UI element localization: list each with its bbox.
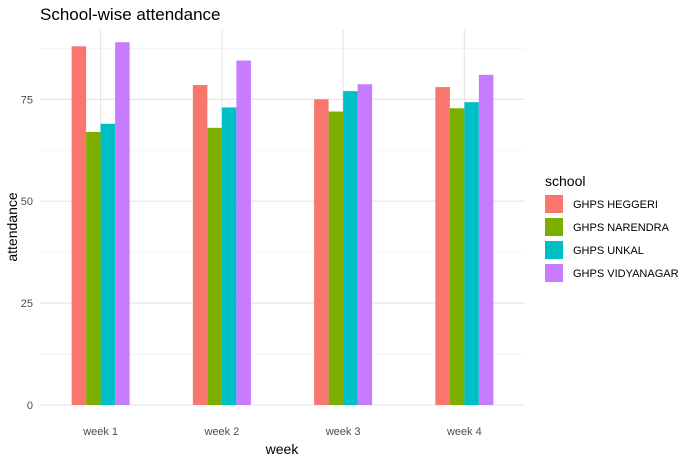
legend-label: GHPS HEGGERI (573, 199, 658, 211)
legend: school GHPS HEGGERI GHPS NARENDRA GHPS UNK… (545, 173, 679, 282)
x-tick-label: week 2 (203, 426, 239, 438)
y-tick-label: 50 (21, 196, 33, 208)
bar (100, 123, 116, 405)
y-tick-label: 0 (27, 400, 33, 412)
axis-layer: 0 25 50 75 week 1 week 2 week 3 week 4 (21, 94, 482, 438)
bar (435, 87, 450, 405)
y-axis-title: attendance (4, 192, 20, 261)
bar (71, 46, 87, 405)
bar (236, 60, 251, 406)
legend-title: school (545, 173, 585, 189)
bar (207, 127, 222, 406)
legend-swatch (545, 264, 563, 282)
bar (314, 99, 329, 405)
legend-swatch (545, 195, 563, 213)
x-tick-label: week 1 (82, 426, 118, 438)
y-tick-label: 25 (21, 298, 33, 310)
legend-label: GHPS UNKAL (573, 245, 644, 257)
legend-swatch (545, 218, 563, 236)
legend-items: GHPS HEGGERI GHPS NARENDRA GHPS UNKAL GHPS … (545, 195, 679, 282)
x-tick-label: week 3 (325, 426, 361, 438)
bar (192, 85, 208, 406)
bars-layer (71, 42, 494, 406)
bar (343, 91, 358, 406)
bar (464, 102, 479, 406)
bar (115, 42, 130, 405)
legend-label: GHPS VIDYANAGAR (573, 268, 679, 280)
y-tick-label: 75 (21, 94, 33, 106)
chart-title: School-wise attendance (40, 5, 221, 24)
legend-label: GHPS NARENDRA (573, 222, 670, 234)
bar (478, 74, 494, 405)
bar (449, 108, 465, 406)
legend-swatch (545, 241, 563, 259)
bar (328, 111, 344, 406)
bar (86, 131, 101, 406)
bar (357, 84, 373, 405)
bar (221, 107, 237, 406)
x-axis-title: week (265, 441, 300, 457)
x-tick-label: week 4 (446, 426, 482, 438)
